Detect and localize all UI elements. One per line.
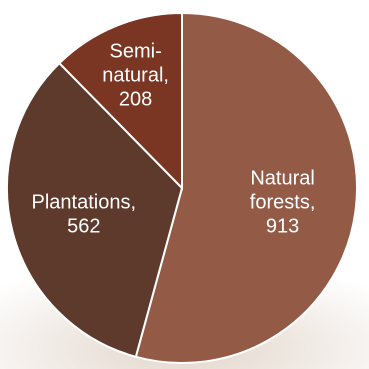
data-label-semi-natural: Semi-natural, 208 [102,41,169,111]
data-label-line: forests, [250,192,316,214]
pie-slices [6,11,358,364]
data-label-line: 562 [67,216,100,238]
data-label-line: 913 [266,216,299,238]
pie-slice-plantations [6,61,184,359]
data-label-line: 208 [119,89,152,111]
data-label-line: natural, [102,65,169,87]
data-label-line: Plantations, [32,192,137,214]
pie-slice-semi-natural [57,11,183,191]
data-label-line: Natural [250,168,314,190]
pie-labels: Natural forests, 913 Plantations, 562 Semi-na… [32,41,316,238]
data-label-plantations: Plantations, 562 [32,192,137,238]
data-label-natural-forests: Natural forests, 913 [250,168,316,238]
pie-slice-natural-forests [134,11,358,364]
data-label-line: Semi- [110,41,162,63]
